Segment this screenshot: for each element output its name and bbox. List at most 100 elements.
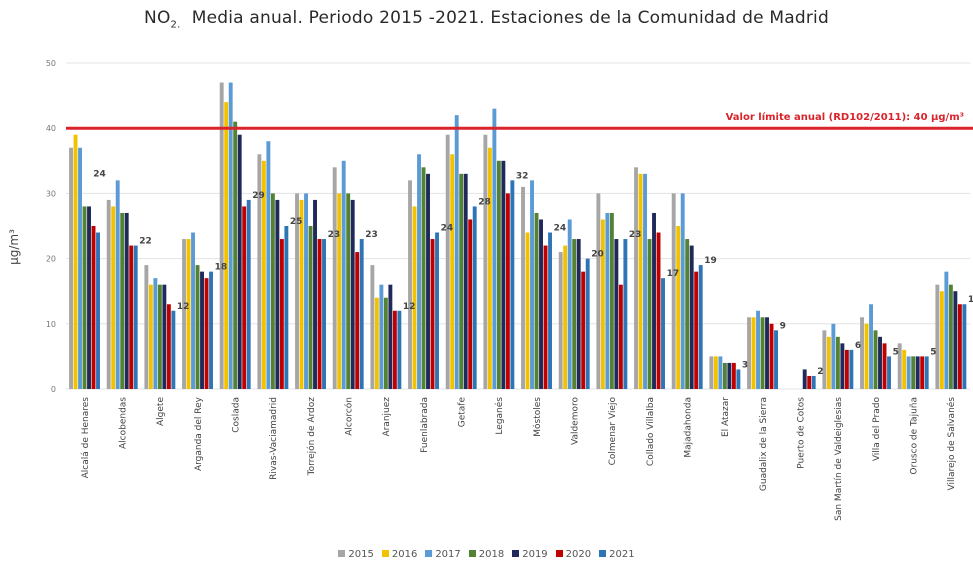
title-main: NO	[144, 8, 171, 28]
x-tick-label: Fuenlabrada	[420, 397, 430, 453]
bar-2020	[505, 193, 510, 389]
x-tick-label: El Atazar	[721, 397, 731, 437]
bar-2017	[567, 219, 572, 389]
bar-2021	[322, 239, 326, 389]
bar-2020	[242, 206, 247, 389]
bar-2019	[313, 199, 317, 389]
legend: 2015 2016 2017 2018 2019 2020 2021	[0, 549, 973, 560]
x-tick-label: Villarejo de Salvanés	[946, 397, 957, 491]
data-label: 20	[591, 250, 604, 260]
data-label: 6	[855, 341, 861, 351]
bar-2018	[496, 160, 501, 389]
bar-2016	[412, 206, 417, 389]
legend-label: 2015	[348, 549, 374, 560]
bar-2019	[87, 206, 91, 389]
bar-2019	[162, 284, 167, 389]
bar-2021	[811, 375, 816, 389]
bar-2017	[417, 154, 421, 389]
bar-2017	[869, 304, 873, 389]
data-label: 18	[215, 263, 228, 273]
bar-2020	[694, 271, 699, 389]
x-tick-label: Algete	[156, 397, 166, 426]
x-tick-label: Torrejón de Ardoz	[306, 397, 317, 477]
bar-2015	[219, 82, 224, 389]
bar-2021	[96, 232, 100, 389]
legend-item: 2017	[425, 549, 461, 560]
x-tick-label: Getafe	[458, 397, 468, 428]
bar-2019	[727, 362, 732, 389]
bar-2017	[944, 271, 949, 389]
bar-2016	[261, 160, 266, 389]
bar-2018	[647, 239, 652, 389]
bar-2020	[844, 349, 849, 389]
legend-item: 2015	[338, 549, 374, 560]
bar-2019	[765, 317, 769, 389]
legend-swatch	[338, 550, 346, 557]
bar-2016	[713, 356, 718, 389]
bar-2019	[953, 291, 958, 389]
y-tick-label: 0	[51, 385, 56, 394]
bar-2016	[111, 206, 116, 389]
bar-2021	[736, 369, 741, 389]
bar-2015	[897, 343, 902, 389]
bar-2020	[882, 343, 887, 389]
x-tick-label: Collado Villalba	[646, 397, 656, 466]
legend-item: 2016	[381, 549, 417, 560]
bar-2015	[709, 356, 714, 389]
bar-2015	[483, 134, 488, 389]
bar-2015	[671, 193, 676, 389]
bar-2019	[576, 239, 581, 389]
bar-2015	[144, 265, 149, 389]
bar-2018	[685, 239, 690, 389]
bar-2021	[472, 206, 477, 389]
bar-2021	[435, 232, 439, 389]
bar-2016	[864, 323, 869, 389]
bar-2018	[270, 193, 275, 389]
legend-label: 2017	[435, 549, 461, 560]
bar-2018	[120, 212, 125, 389]
legend-swatch	[512, 550, 520, 557]
bar-2021	[548, 232, 552, 389]
bar-2017	[341, 160, 346, 389]
bar-2017	[228, 82, 233, 389]
y-axis-label: µg/m³	[7, 229, 21, 265]
bar-2018	[534, 212, 539, 389]
bar-2020	[392, 310, 397, 389]
y-tick-label: 10	[46, 320, 56, 329]
legend-label: 2020	[565, 549, 592, 560]
x-tick-label: Aranjuez	[382, 397, 392, 437]
bar-2021	[133, 245, 138, 389]
legend-item: 2018	[468, 549, 504, 560]
bar-2019	[237, 134, 242, 389]
bar-2017	[78, 147, 82, 389]
bar-2021	[171, 310, 176, 389]
bar-2015	[332, 167, 337, 389]
data-labels: 22 12 18 29 25 23 23 12 24 28 32 24 20 23 17 19 3 9 2 6 5 5 13…	[93, 169, 973, 377]
bar-2017	[530, 180, 534, 389]
bar-2015	[860, 317, 864, 389]
x-tick-label: San Martín de Valdeiglesias	[834, 397, 844, 521]
data-label: 12	[177, 302, 190, 312]
bar-2021	[623, 239, 628, 389]
bar-2021	[887, 356, 891, 389]
bar-2021	[359, 239, 364, 389]
y-tick-label: 20	[46, 255, 56, 264]
bar-2020	[279, 239, 284, 389]
bar-2015	[558, 252, 563, 389]
x-tick-label: Alcobendas	[119, 397, 129, 449]
y-tick-label: 50	[46, 59, 56, 68]
bar-2015	[408, 180, 412, 389]
bar-2016	[826, 336, 831, 389]
bar-2021	[774, 330, 778, 389]
x-axis-ticks: Alcalá de Henares Alcobendas Algete Arganda…	[81, 396, 957, 521]
title-subscript: 2.	[170, 19, 181, 31]
x-tick-label: Orusco de Tajuña	[910, 397, 920, 475]
data-label: 17	[667, 269, 680, 279]
bar-2019	[426, 173, 430, 389]
y-tick-label: 30	[46, 189, 56, 198]
legend-swatch	[599, 550, 607, 557]
bar-2017	[605, 212, 610, 389]
x-tick-label: Alcalá de Henares	[81, 397, 91, 479]
bar-2019	[463, 173, 468, 389]
data-label: 2	[817, 367, 823, 377]
